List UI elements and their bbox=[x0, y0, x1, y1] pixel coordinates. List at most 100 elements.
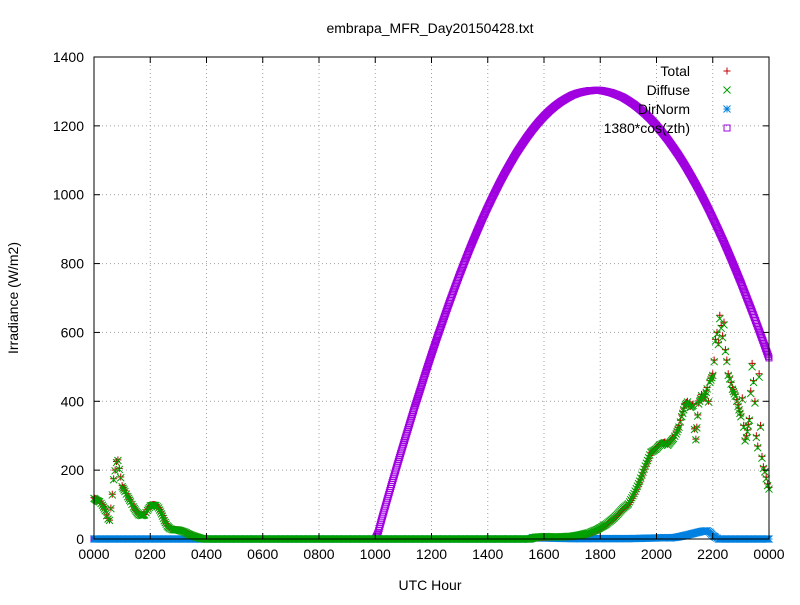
legend-item: Diffuse bbox=[647, 82, 731, 98]
data-point bbox=[748, 363, 756, 371]
data-point bbox=[101, 506, 110, 515]
data-point bbox=[723, 356, 731, 364]
data-point bbox=[107, 504, 115, 513]
x-tick-label: 2200 bbox=[697, 546, 728, 562]
x-tick-label: 0600 bbox=[247, 546, 278, 562]
data-point bbox=[158, 512, 167, 521]
data-point bbox=[674, 425, 682, 434]
data-point bbox=[108, 491, 117, 499]
data-point bbox=[419, 378, 426, 386]
data-point bbox=[421, 371, 429, 379]
data-point bbox=[694, 411, 702, 419]
data-point bbox=[693, 412, 702, 420]
data-point bbox=[720, 321, 728, 329]
data-point bbox=[675, 423, 683, 431]
data-point bbox=[710, 357, 719, 366]
data-point bbox=[412, 398, 420, 406]
data-point bbox=[411, 401, 419, 409]
data-point bbox=[672, 430, 681, 438]
data-point bbox=[629, 491, 637, 500]
data-point bbox=[414, 393, 422, 401]
data-point bbox=[415, 389, 423, 397]
data-point bbox=[632, 484, 641, 493]
data-point bbox=[758, 452, 766, 460]
data-point bbox=[109, 475, 118, 484]
data-point bbox=[703, 385, 711, 393]
data-point bbox=[751, 397, 759, 405]
data-point bbox=[704, 398, 713, 406]
data-point bbox=[110, 475, 118, 483]
data-point bbox=[754, 442, 762, 450]
data-point bbox=[727, 380, 735, 388]
data-point bbox=[732, 397, 741, 406]
data-point bbox=[714, 340, 723, 349]
data-point bbox=[721, 346, 729, 354]
x-tick-label: 0000 bbox=[78, 546, 109, 562]
data-point bbox=[758, 454, 766, 462]
data-point bbox=[148, 501, 156, 510]
data-point bbox=[418, 380, 426, 388]
data-point bbox=[707, 373, 716, 382]
data-point bbox=[764, 480, 772, 488]
data-point bbox=[419, 377, 427, 385]
y-axis-label: Irradiance (W/m2) bbox=[5, 242, 21, 354]
chart-title: embrapa_MFR_Day20150428.txt bbox=[326, 20, 533, 36]
legend-item: Total bbox=[660, 63, 731, 79]
data-point bbox=[634, 479, 643, 488]
data-point bbox=[420, 373, 428, 381]
data-point bbox=[111, 466, 119, 475]
data-point bbox=[105, 516, 114, 525]
data-point bbox=[116, 473, 125, 482]
data-point bbox=[716, 311, 724, 319]
legend-marker bbox=[723, 105, 731, 113]
x-tick-label: 0200 bbox=[135, 546, 166, 562]
data-point bbox=[706, 378, 714, 387]
data-point bbox=[641, 462, 650, 470]
x-tick-label: 1400 bbox=[472, 546, 503, 562]
data-point bbox=[411, 403, 419, 411]
data-point bbox=[421, 369, 429, 377]
legend-marker bbox=[723, 124, 731, 132]
y-axis: 0 200 400 600 800 1000 1200 1400 bbox=[53, 49, 769, 547]
data-point bbox=[707, 376, 715, 384]
data-point bbox=[764, 352, 772, 360]
data-point bbox=[710, 356, 718, 364]
data-point bbox=[417, 382, 425, 390]
data-point bbox=[703, 526, 711, 535]
series-layer bbox=[90, 86, 773, 543]
legend-label: DirNorm bbox=[638, 101, 690, 117]
data-point bbox=[155, 506, 164, 514]
data-point bbox=[676, 418, 685, 426]
data-point bbox=[99, 503, 108, 511]
data-point bbox=[114, 456, 122, 465]
data-point bbox=[746, 389, 755, 398]
legend-item: 1380*cos(zth) bbox=[604, 120, 731, 136]
data-point bbox=[157, 510, 166, 518]
y-tick-label: 600 bbox=[61, 324, 85, 340]
data-point bbox=[633, 482, 642, 490]
data-point bbox=[420, 375, 428, 383]
data-point bbox=[722, 357, 731, 366]
data-point bbox=[729, 387, 738, 396]
y-tick-label: 800 bbox=[61, 256, 85, 272]
legend-item: DirNorm bbox=[638, 101, 731, 117]
data-point bbox=[689, 401, 697, 410]
data-point bbox=[140, 511, 149, 519]
data-point bbox=[725, 375, 734, 383]
data-point bbox=[738, 395, 747, 404]
data-point bbox=[624, 500, 633, 508]
data-point bbox=[745, 416, 754, 425]
x-tick-label: 2000 bbox=[641, 546, 672, 562]
data-point bbox=[718, 333, 727, 342]
data-point bbox=[719, 332, 727, 340]
legend-marker bbox=[723, 67, 731, 75]
data-point bbox=[412, 400, 420, 408]
legend-label: 1380*cos(zth) bbox=[604, 120, 690, 136]
data-point bbox=[159, 514, 168, 523]
y-tick-label: 1200 bbox=[53, 118, 84, 134]
data-point bbox=[724, 370, 732, 378]
data-point bbox=[670, 432, 679, 441]
data-point bbox=[416, 387, 424, 395]
data-point bbox=[755, 373, 764, 382]
